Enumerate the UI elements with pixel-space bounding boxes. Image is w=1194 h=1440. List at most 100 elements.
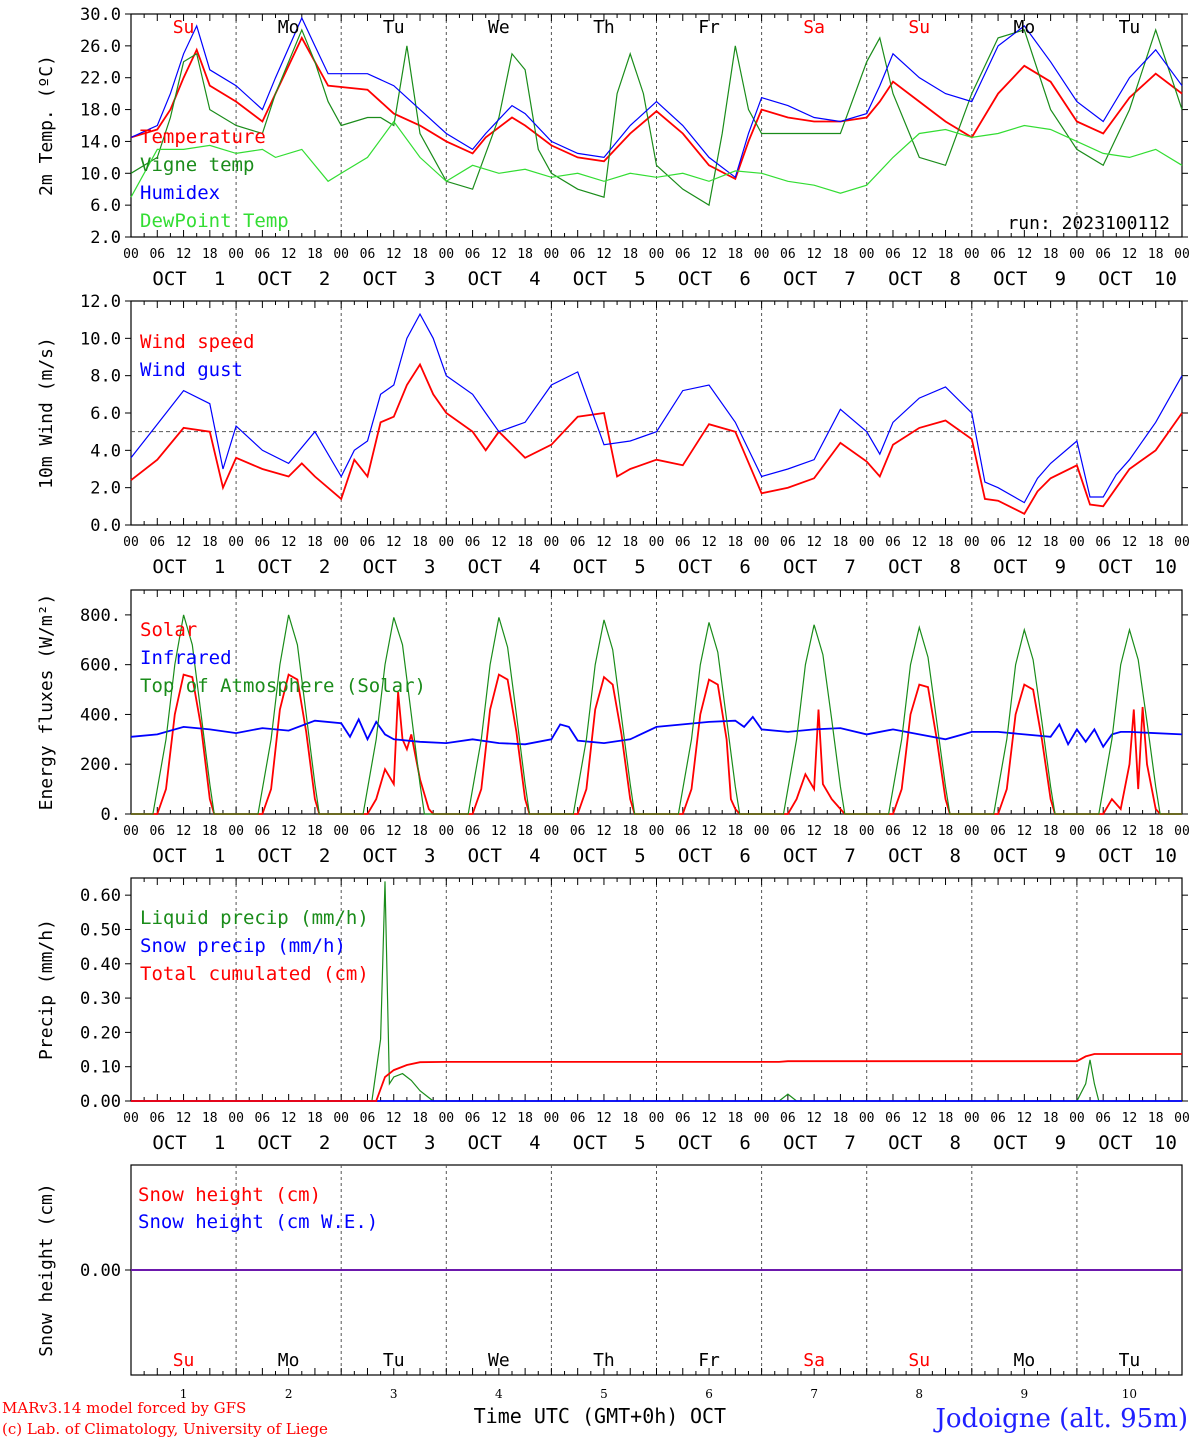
series-line-total-cumulated-cm- bbox=[131, 1053, 1182, 1102]
y-tick-label: 0.20 bbox=[80, 1023, 121, 1043]
day-number-label: 6 bbox=[705, 1387, 713, 1401]
y-tick-label: 4.0 bbox=[90, 441, 121, 461]
day-number-label: 3 bbox=[424, 1132, 435, 1154]
hour-tick-label: 18 bbox=[1043, 535, 1059, 550]
hour-tick-label: 12 bbox=[596, 824, 612, 839]
hour-tick-label: 18 bbox=[202, 1111, 218, 1126]
legend-entry: Snow precip (mm/h) bbox=[140, 935, 346, 957]
weekday-label: Th bbox=[593, 1350, 615, 1371]
hour-tick-label: 18 bbox=[1148, 247, 1164, 262]
hour-tick-label: 18 bbox=[1043, 247, 1059, 262]
hour-tick-label: 12 bbox=[176, 247, 192, 262]
weekday-label: Tu bbox=[383, 17, 405, 38]
month-label: OCT bbox=[152, 1132, 186, 1154]
hour-tick-label: 12 bbox=[1017, 1111, 1033, 1126]
hour-tick-label: 06 bbox=[1095, 535, 1111, 550]
hour-tick-label: 18 bbox=[833, 535, 849, 550]
series-line-infrared bbox=[130, 715, 1183, 749]
hour-tick-label: 00 bbox=[438, 247, 454, 262]
weekday-label: Fr bbox=[698, 1350, 720, 1371]
hour-tick-label: 06 bbox=[780, 535, 796, 550]
day-number-label: 9 bbox=[1055, 556, 1066, 578]
hour-tick-label: 00 bbox=[1174, 824, 1190, 839]
hour-tick-label: 06 bbox=[570, 535, 586, 550]
month-label: OCT bbox=[257, 1132, 291, 1154]
hour-tick-label: 18 bbox=[938, 1111, 954, 1126]
hour-tick-label: 00 bbox=[333, 1111, 349, 1126]
y-tick-label: 600. bbox=[80, 656, 121, 676]
month-label: OCT bbox=[152, 268, 186, 290]
hour-tick-label: 06 bbox=[885, 1111, 901, 1126]
hour-tick-label: 12 bbox=[281, 247, 297, 262]
hour-tick-label: 00 bbox=[1174, 535, 1190, 550]
month-label: OCT bbox=[257, 845, 291, 867]
day-number-label: 7 bbox=[810, 1387, 818, 1401]
hour-tick-label: 06 bbox=[675, 535, 691, 550]
day-number-label: 5 bbox=[634, 845, 645, 867]
hour-tick-label: 06 bbox=[780, 1111, 796, 1126]
hour-tick-label: 18 bbox=[622, 1111, 638, 1126]
series-line-dewpoint-temp bbox=[130, 120, 1183, 198]
weekday-label: Su bbox=[908, 17, 930, 38]
weekday-label: Su bbox=[173, 17, 195, 38]
hour-tick-label: 06 bbox=[675, 1111, 691, 1126]
plot-frame bbox=[130, 300, 1183, 526]
day-number-label: 5 bbox=[634, 268, 645, 290]
month-label: OCT bbox=[257, 268, 291, 290]
y-tick-label: 0.10 bbox=[80, 1058, 121, 1078]
month-label: OCT bbox=[678, 268, 712, 290]
day-number-label: 10 bbox=[1154, 845, 1177, 867]
legend-entry: DewPoint Temp bbox=[140, 210, 289, 232]
day-number-label: 4 bbox=[529, 556, 540, 578]
hour-tick-label: 00 bbox=[123, 1111, 139, 1126]
day-number-label: 2 bbox=[319, 268, 330, 290]
x-axis-title: Time UTC (GMT+0h) bbox=[474, 1404, 679, 1428]
month-label: OCT bbox=[678, 1132, 712, 1154]
hour-tick-label: 12 bbox=[596, 247, 612, 262]
hour-tick-label: 00 bbox=[1174, 1111, 1190, 1126]
hour-tick-label: 00 bbox=[123, 535, 139, 550]
hour-tick-label: 06 bbox=[149, 824, 165, 839]
hour-tick-label: 12 bbox=[386, 535, 402, 550]
hour-tick-label: 00 bbox=[1069, 247, 1085, 262]
day-number-label: 8 bbox=[950, 845, 961, 867]
month-label: OCT bbox=[1098, 845, 1132, 867]
hour-tick-label: 00 bbox=[964, 535, 980, 550]
y-tick-label: 14.0 bbox=[80, 132, 121, 152]
y-tick-label: 6.0 bbox=[90, 196, 121, 216]
hour-tick-label: 12 bbox=[491, 247, 507, 262]
panel-5: 0.00 Snow height (cm) Snow height (cm) Snow… bbox=[36, 1164, 1183, 1401]
series-line-wind-speed bbox=[130, 362, 1183, 515]
hour-tick-label: 00 bbox=[333, 535, 349, 550]
hour-tick-label: 00 bbox=[438, 535, 454, 550]
x-axis-month: OCT bbox=[690, 1404, 726, 1428]
month-label: OCT bbox=[993, 556, 1027, 578]
month-label: OCT bbox=[468, 556, 502, 578]
hour-tick-label: 18 bbox=[833, 247, 849, 262]
day-number-label: 4 bbox=[495, 1387, 503, 1401]
hour-tick-label: 18 bbox=[938, 824, 954, 839]
hour-tick-label: 06 bbox=[990, 824, 1006, 839]
day-number-label: 4 bbox=[529, 268, 540, 290]
hour-tick-label: 12 bbox=[1122, 247, 1138, 262]
month-label: OCT bbox=[363, 268, 397, 290]
hour-tick-label: 06 bbox=[465, 1111, 481, 1126]
hour-tick-label: 00 bbox=[544, 824, 560, 839]
site-title: Jodoigne (alt. 95m) bbox=[932, 1404, 1188, 1434]
hour-tick-label: 18 bbox=[727, 247, 743, 262]
hour-tick-label: 12 bbox=[1017, 824, 1033, 839]
hour-tick-label: 06 bbox=[990, 247, 1006, 262]
y-axis-title: Snow height (cm) bbox=[36, 1183, 57, 1356]
weekday-label: Su bbox=[173, 1350, 195, 1371]
hour-tick-label: 18 bbox=[412, 824, 428, 839]
day-number-label: 8 bbox=[950, 1132, 961, 1154]
y-tick-label: 0.0 bbox=[90, 516, 121, 536]
hour-tick-label: 00 bbox=[964, 247, 980, 262]
y-tick-label: 0.00 bbox=[80, 1261, 121, 1281]
hour-tick-label: 18 bbox=[202, 535, 218, 550]
hour-tick-label: 00 bbox=[1069, 1111, 1085, 1126]
hour-tick-label: 00 bbox=[1069, 535, 1085, 550]
day-number-label: 8 bbox=[950, 556, 961, 578]
y-tick-label: 0.50 bbox=[80, 920, 121, 940]
